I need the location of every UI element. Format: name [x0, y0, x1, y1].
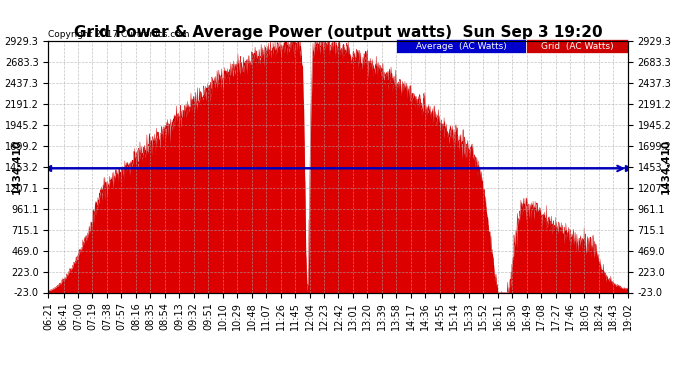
Title: Grid Power & Average Power (output watts)  Sun Sep 3 19:20: Grid Power & Average Power (output watts… — [74, 25, 602, 40]
FancyBboxPatch shape — [396, 39, 526, 53]
Text: Copyright 2017 Curtronics.com: Copyright 2017 Curtronics.com — [48, 30, 190, 39]
Text: 1434.410: 1434.410 — [660, 140, 671, 194]
Text: Average  (AC Watts): Average (AC Watts) — [415, 42, 506, 51]
Text: Grid  (AC Watts): Grid (AC Watts) — [540, 42, 613, 51]
Text: 1434.410: 1434.410 — [12, 140, 21, 194]
FancyBboxPatch shape — [526, 39, 628, 53]
